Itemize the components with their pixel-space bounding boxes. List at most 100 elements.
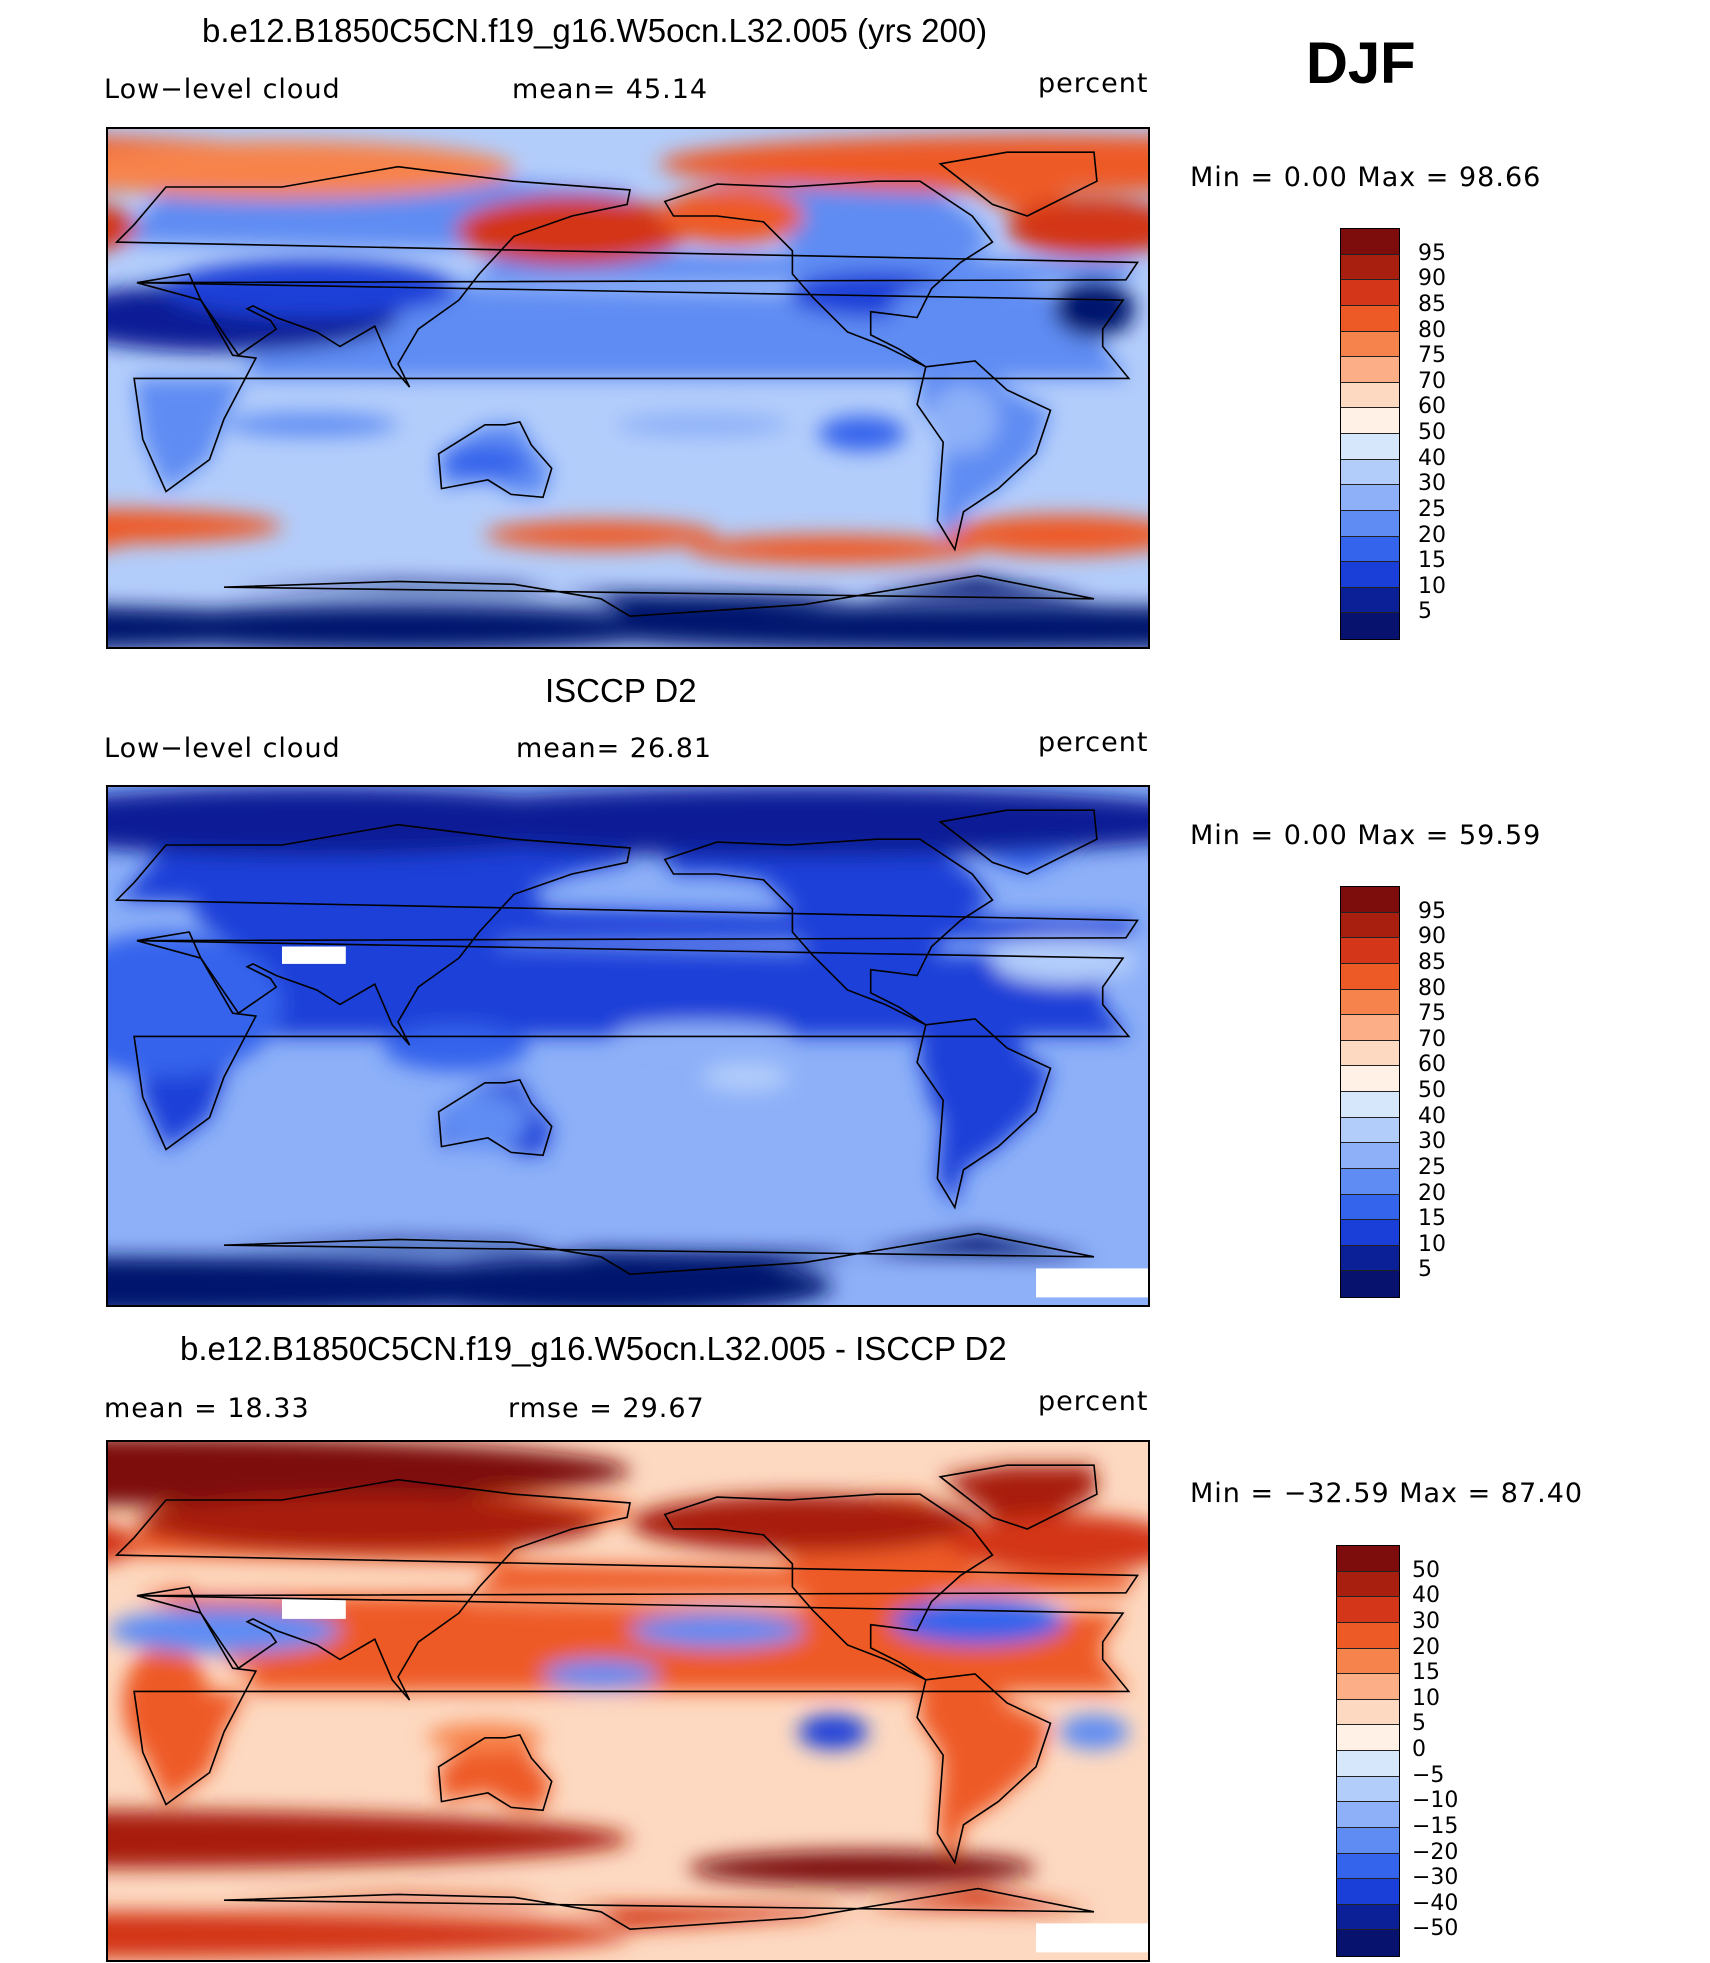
contour-region	[383, 1024, 529, 1072]
colorbar-cell	[1337, 1546, 1399, 1572]
colorbar-tick-label: 10	[1418, 1231, 1446, 1257]
units-label: percent	[1038, 68, 1149, 99]
colorbar-tick-label: 20	[1412, 1634, 1440, 1660]
contour-region	[108, 1524, 137, 1563]
contour-region	[688, 535, 978, 564]
colorbar-cell	[1337, 1802, 1399, 1828]
colorbar-cell	[1337, 1674, 1399, 1700]
contour-region	[108, 1810, 630, 1869]
contour-field	[108, 787, 1148, 1305]
land-fill	[224, 1888, 1094, 1930]
colorbar-tick-label: 15	[1412, 1660, 1440, 1686]
contour-region	[949, 514, 1148, 556]
colorbar-tick-label: 15	[1418, 1206, 1446, 1232]
mean-label: mean = 18.33	[104, 1393, 310, 1424]
colorbar-tick-label: 75	[1418, 343, 1446, 369]
contour-region	[630, 1494, 978, 1553]
colorbar-tick-label: 85	[1418, 291, 1446, 317]
colorbar-cell	[1337, 1930, 1399, 1956]
colorbar-cell	[1341, 587, 1399, 614]
colorbar-cell	[1341, 510, 1399, 537]
contour-region	[702, 1062, 790, 1092]
coastline-samerica	[916, 1018, 1052, 1210]
colorbar-tick-label: 5	[1418, 599, 1432, 625]
coastline-samerica	[916, 360, 1052, 552]
contour-region	[1007, 198, 1148, 257]
land-fill	[438, 1734, 552, 1811]
contour-region	[891, 279, 1065, 338]
contour-region	[615, 413, 790, 437]
colorbar-tick-label: 95	[1418, 898, 1446, 924]
land-fill	[664, 181, 993, 367]
contour-region	[108, 205, 137, 250]
colorbar-cell	[1341, 1092, 1399, 1118]
colorbar-cell	[1341, 1117, 1399, 1144]
units-label: percent	[1038, 727, 1149, 758]
contour-region	[925, 1019, 1031, 1135]
contour-region	[543, 604, 1148, 647]
colorbar-cell	[1341, 912, 1399, 939]
coastline-antarctica	[223, 1887, 1095, 1931]
contour-region	[659, 187, 804, 245]
min-max-label: Min = 0.00 Max = 98.66	[1190, 162, 1542, 193]
contour-region	[108, 932, 282, 1077]
colorbar-cell	[1341, 485, 1399, 511]
colorbar-tick-label: 10	[1412, 1685, 1440, 1711]
colorbar-tick-label: 70	[1418, 368, 1446, 394]
colorbar-tick-label: −30	[1412, 1865, 1459, 1891]
units-label: percent	[1038, 1386, 1149, 1417]
contour-region	[949, 1514, 1148, 1573]
contour-field	[108, 1442, 1148, 1959]
contour-region	[456, 195, 688, 266]
colorbar-tick-label: −10	[1412, 1788, 1459, 1814]
colorbar-cell	[1337, 1853, 1399, 1880]
coastline-greenland	[938, 809, 1098, 875]
coastline-namerica	[663, 838, 994, 1026]
colorbar-cell	[1341, 357, 1399, 383]
colorbar-tick-label: 90	[1418, 266, 1446, 292]
colorbar-tick-label: 40	[1418, 1103, 1446, 1129]
contour-region	[543, 1659, 659, 1689]
colorbar-cell	[1341, 1220, 1399, 1246]
coastline-australia	[437, 1733, 553, 1812]
colorbar-cell	[1341, 434, 1399, 460]
colorbar-cell	[1341, 305, 1399, 332]
variable-label: Low−level cloud	[104, 733, 341, 764]
coastline-eurasia	[114, 823, 1139, 1046]
colorbar-cell	[1341, 331, 1399, 358]
contour-region	[108, 140, 514, 199]
contour-region	[108, 508, 282, 544]
land-fill	[224, 575, 1094, 617]
coastline-antarctica	[223, 1232, 1095, 1276]
coastline-namerica	[663, 180, 994, 368]
colorbar-cell	[1341, 1015, 1399, 1041]
colorbar-tick-label: 80	[1418, 975, 1446, 1001]
coastline-australia	[437, 1078, 553, 1157]
contour-region	[108, 1607, 340, 1654]
contour-region	[122, 1645, 210, 1761]
contour-field	[108, 134, 1148, 647]
coastline-samerica	[916, 1673, 1052, 1865]
contour-region	[485, 520, 717, 550]
colorbar-cell	[1341, 1066, 1399, 1092]
colorbar	[1340, 886, 1400, 1298]
coastline-greenland	[938, 151, 1098, 217]
coastline-africa	[133, 1594, 1131, 1806]
colorbar-tick-label: 5	[1412, 1711, 1426, 1737]
contour-region	[108, 1911, 630, 1959]
colorbar-cell	[1341, 408, 1399, 434]
coastline-eurasia	[114, 1478, 1139, 1701]
colorbar-tick-label: 5	[1418, 1257, 1432, 1283]
colorbar-tick-label: −20	[1412, 1839, 1459, 1865]
colorbar-tick-label: 0	[1412, 1737, 1426, 1762]
colorbar-cell	[1341, 1040, 1399, 1067]
colorbar-tick-label: 20	[1418, 1180, 1446, 1206]
colorbar-cell	[1341, 229, 1399, 255]
coastline-africa	[133, 939, 1131, 1151]
missing-data-mask	[1036, 1923, 1148, 1953]
missing-data-mask	[282, 946, 346, 964]
colorbar-tick-label: −5	[1412, 1762, 1445, 1788]
colorbar-cell	[1341, 459, 1399, 486]
colorbar-tick-label: 30	[1412, 1608, 1440, 1634]
colorbar-cell	[1337, 1776, 1399, 1803]
